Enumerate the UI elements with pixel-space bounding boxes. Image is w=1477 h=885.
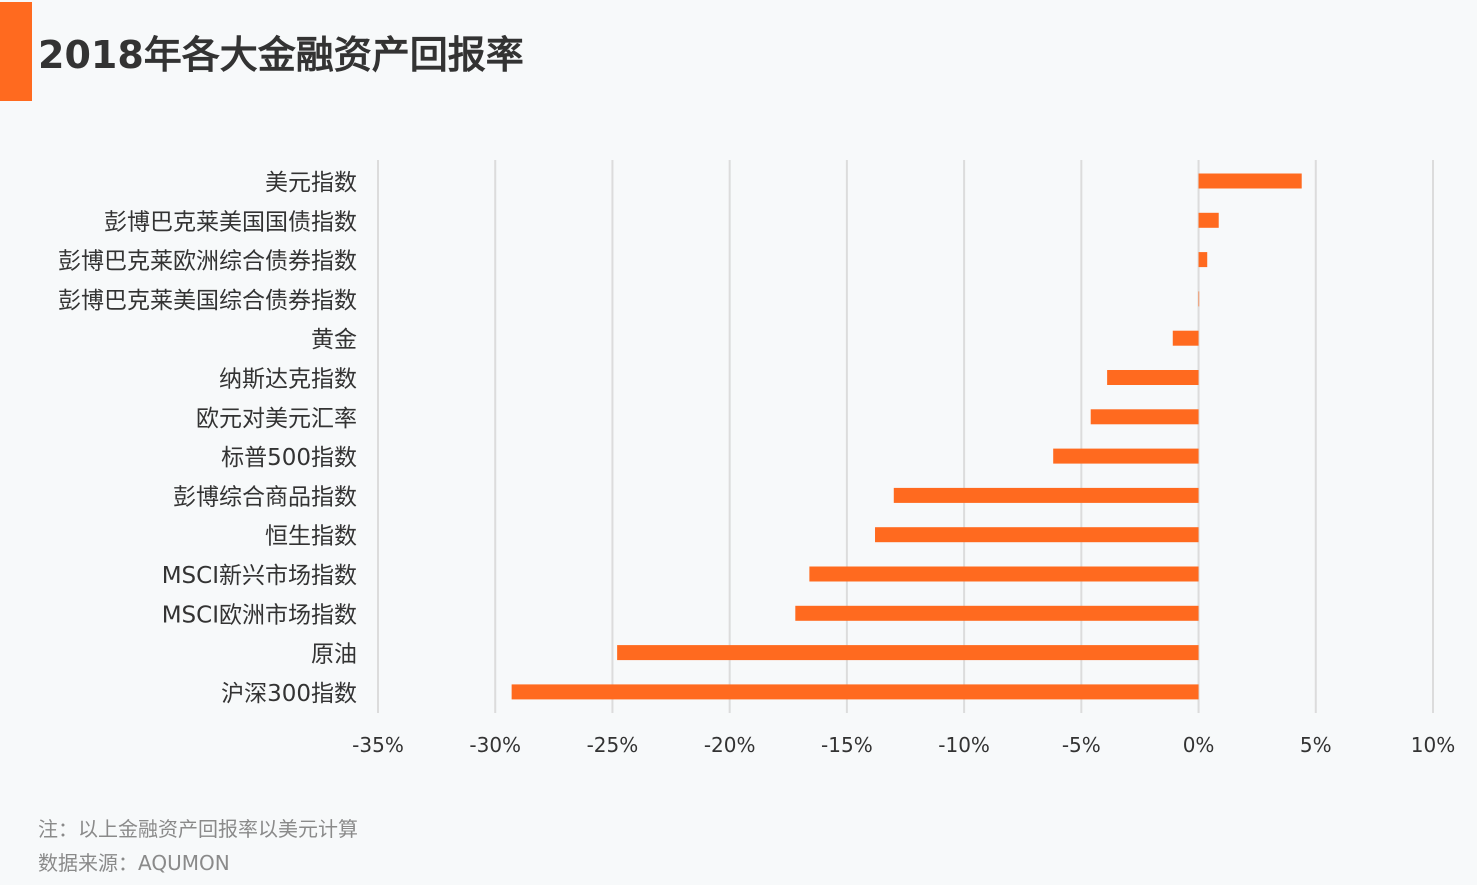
x-tick-label: -15% [821, 733, 873, 757]
x-tick-label: -5% [1062, 733, 1101, 757]
bars [511, 173, 1302, 700]
x-tick-label: 0% [1183, 733, 1215, 757]
category-label: 彭博巴克莱美国综合债券指数 [58, 288, 357, 314]
category-label: MSCI欧洲市场指数 [162, 602, 357, 628]
category-label: 黄金 [311, 327, 357, 353]
x-tick-labels: -35% -30% -25% -20% -15% -10% -5% 0% 5% 10% [352, 733, 1455, 757]
x-tick-label: -10% [938, 733, 990, 757]
category-label: 纳斯达克指数 [219, 367, 357, 393]
page-title: 2018年各大金融资产回报率 [38, 33, 524, 77]
category-label: 美元指数 [265, 170, 357, 196]
bar [1198, 252, 1208, 268]
x-tick-label: -25% [587, 733, 639, 757]
data-source: 数据来源：AQUMON [38, 851, 230, 875]
title-accent-bar [0, 2, 32, 101]
bar [617, 645, 1199, 661]
bar [1198, 212, 1219, 228]
category-label: 沪深300指数 [221, 681, 357, 707]
category-label: 标普500指数 [221, 445, 357, 471]
category-label: 彭博巴克莱美国国债指数 [104, 209, 357, 235]
category-label: MSCI新兴市场指数 [162, 563, 357, 589]
category-label: 欧元对美元汇率 [196, 406, 357, 432]
bar [809, 566, 1199, 582]
bar [1053, 448, 1199, 464]
bar [795, 605, 1199, 621]
category-label: 恒生指数 [265, 524, 357, 550]
x-tick-label: 10% [1411, 733, 1455, 757]
footnote: 注：以上金融资产回报率以美元计算 [38, 817, 358, 841]
x-tick-label: -30% [469, 733, 521, 757]
x-tick-label: -20% [704, 733, 756, 757]
x-tick-label: 5% [1300, 733, 1332, 757]
category-label: 彭博巴克莱欧洲综合债券指数 [58, 249, 357, 275]
bar [893, 487, 1199, 503]
bar [1198, 173, 1302, 189]
grid-lines [377, 160, 1434, 713]
category-labels: 美元指数彭博巴克莱美国国债指数彭博巴克莱欧洲综合债券指数彭博巴克莱美国综合债券指… [58, 170, 357, 707]
bar [1198, 291, 1200, 307]
bar [1172, 330, 1199, 346]
bar [1107, 370, 1199, 385]
bar [1090, 409, 1199, 425]
x-tick-label: -35% [352, 733, 404, 757]
bar [875, 527, 1199, 543]
category-label: 彭博综合商品指数 [173, 484, 357, 510]
bar [511, 684, 1199, 700]
category-label: 原油 [311, 642, 357, 668]
